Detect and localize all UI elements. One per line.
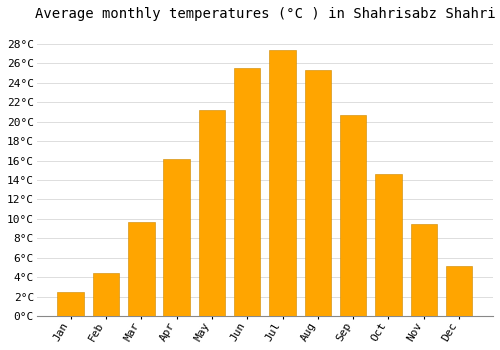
Bar <box>340 115 366 316</box>
Bar <box>58 292 84 316</box>
Bar <box>164 159 190 316</box>
Bar <box>375 174 402 316</box>
Bar <box>410 224 437 316</box>
Bar <box>446 266 472 316</box>
Bar <box>234 68 260 316</box>
Bar <box>270 50 296 316</box>
Title: Average monthly temperatures (°C ) in Shahrisabz Shahri: Average monthly temperatures (°C ) in Sh… <box>34 7 495 21</box>
Bar <box>198 110 225 316</box>
Bar <box>304 70 331 316</box>
Bar <box>93 273 120 316</box>
Bar <box>128 222 154 316</box>
